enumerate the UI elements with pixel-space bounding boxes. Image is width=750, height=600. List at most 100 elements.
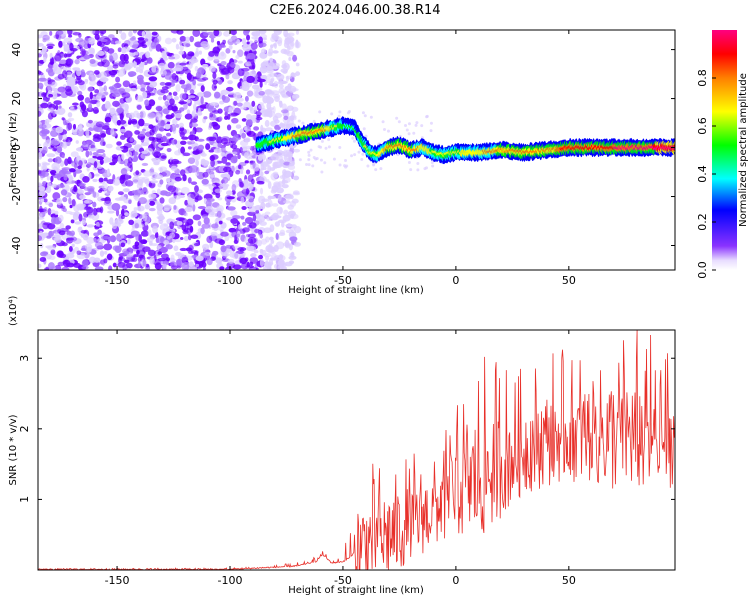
heatmap-cell: [40, 130, 50, 134]
heatmap-cell: [156, 203, 162, 209]
heatmap-cell: [240, 182, 244, 188]
heatmap-cell: [39, 205, 43, 213]
heatmap-cell: [38, 124, 47, 129]
heatmap-cell: [197, 138, 205, 142]
heatmap-cell: [187, 177, 192, 184]
heatmap-cell: [70, 219, 75, 224]
heatmap-cell: [170, 265, 178, 270]
heatmap-cell: [146, 33, 154, 38]
heatmap-cell: [242, 44, 252, 52]
heatmap-cell: [82, 233, 89, 241]
heatmap-cell: [92, 191, 97, 198]
heatmap-cell: [39, 230, 43, 236]
heatmap-cell: [288, 243, 293, 251]
heatmap-cell: [137, 244, 145, 249]
heatmap-cell: [187, 63, 193, 69]
heatmap-cell: [351, 136, 355, 140]
heatmap-cell: [109, 217, 114, 225]
heatmap-cell: [209, 155, 215, 162]
heatmap-cell: [179, 35, 187, 42]
heatmap-cell: [53, 62, 59, 69]
heatmap-cell: [46, 253, 52, 260]
heatmap-cell: [201, 63, 209, 68]
heatmap-cell: [162, 94, 167, 101]
heatmap-cell: [203, 116, 208, 120]
heatmap-cell: [239, 170, 244, 175]
heatmap-cell: [92, 178, 98, 183]
heatmap-cell: [179, 236, 184, 241]
heatmap-cell: [170, 30, 180, 34]
heatmap-cell: [132, 151, 138, 156]
heatmap-cell: [50, 209, 56, 214]
heatmap-cell: [58, 59, 67, 65]
heatmap-cell: [100, 235, 110, 240]
heatmap-cell: [230, 209, 238, 217]
heatmap-cell: [287, 116, 294, 120]
heatmap-cell: [120, 215, 125, 220]
heatmap-cell: [170, 165, 178, 171]
heatmap-cell: [69, 204, 73, 209]
heatmap-cell: [202, 171, 209, 178]
heatmap-cell: [174, 176, 182, 182]
heatmap-cell: [194, 65, 199, 72]
heatmap-cell: [78, 226, 83, 231]
heatmap-cell: [40, 102, 49, 109]
heatmap-cell: [295, 62, 300, 67]
heatmap-cell: [281, 64, 288, 69]
heatmap-cell: [96, 92, 106, 99]
heatmap-cell: [230, 30, 237, 36]
heatmap-cell: [292, 170, 296, 174]
heatmap-cell: [56, 184, 65, 189]
heatmap-cell: [233, 100, 238, 106]
heatmap-cell: [130, 40, 139, 49]
heatmap-cell: [277, 151, 286, 157]
spectrogram-ylabel: Frequency (Hz): [8, 112, 19, 188]
heatmap-cell: [104, 102, 112, 110]
heatmap-cell: [136, 85, 142, 90]
heatmap-cell: [270, 153, 279, 161]
heatmap-cell: [198, 50, 203, 55]
heatmap-cell: [286, 157, 293, 163]
heatmap-cell: [110, 115, 118, 122]
heatmap-cell: [188, 95, 196, 99]
heatmap-cell: [246, 130, 256, 138]
heatmap-cell: [407, 132, 411, 136]
heatmap-cell: [118, 119, 127, 125]
heatmap-cell: [41, 171, 50, 177]
heatmap-cell: [42, 251, 49, 255]
heatmap-cell: [133, 80, 137, 85]
heatmap-cell: [274, 95, 280, 103]
heatmap-cell: [141, 30, 146, 38]
heatmap-cell: [168, 56, 176, 60]
snr-xlabel: Height of straight line (km): [288, 585, 424, 596]
heatmap-cell: [59, 205, 66, 209]
heatmap-cell: [140, 58, 145, 63]
heatmap-cell: [179, 79, 186, 85]
heatmap-cell: [265, 179, 270, 183]
heatmap-cell: [362, 127, 366, 131]
heatmap-cell: [135, 189, 145, 195]
heatmap-cell: [50, 175, 54, 183]
heatmap-cell: [76, 128, 85, 137]
colorbar-tick-label: 0.4: [696, 165, 709, 183]
heatmap-cell: [404, 124, 408, 128]
heatmap-cell: [319, 158, 323, 162]
heatmap-cell: [218, 258, 222, 266]
heatmap-cell: [175, 251, 182, 256]
heatmap-cell: [85, 150, 90, 158]
heatmap-cell: [307, 163, 311, 167]
heatmap-cell: [209, 173, 215, 178]
heatmap-cell: [74, 246, 79, 252]
heatmap-cell: [265, 255, 270, 261]
heatmap-cell: [78, 39, 86, 48]
heatmap-cell: [111, 222, 118, 230]
heatmap-cell: [173, 245, 179, 252]
heatmap-cell: [269, 167, 276, 171]
heatmap-cell: [111, 84, 118, 92]
heatmap-cell: [130, 230, 140, 237]
heatmap-cell: [260, 171, 264, 178]
heatmap-cell: [136, 74, 144, 81]
heatmap-cell: [271, 65, 280, 70]
heatmap-cell: [190, 191, 200, 200]
